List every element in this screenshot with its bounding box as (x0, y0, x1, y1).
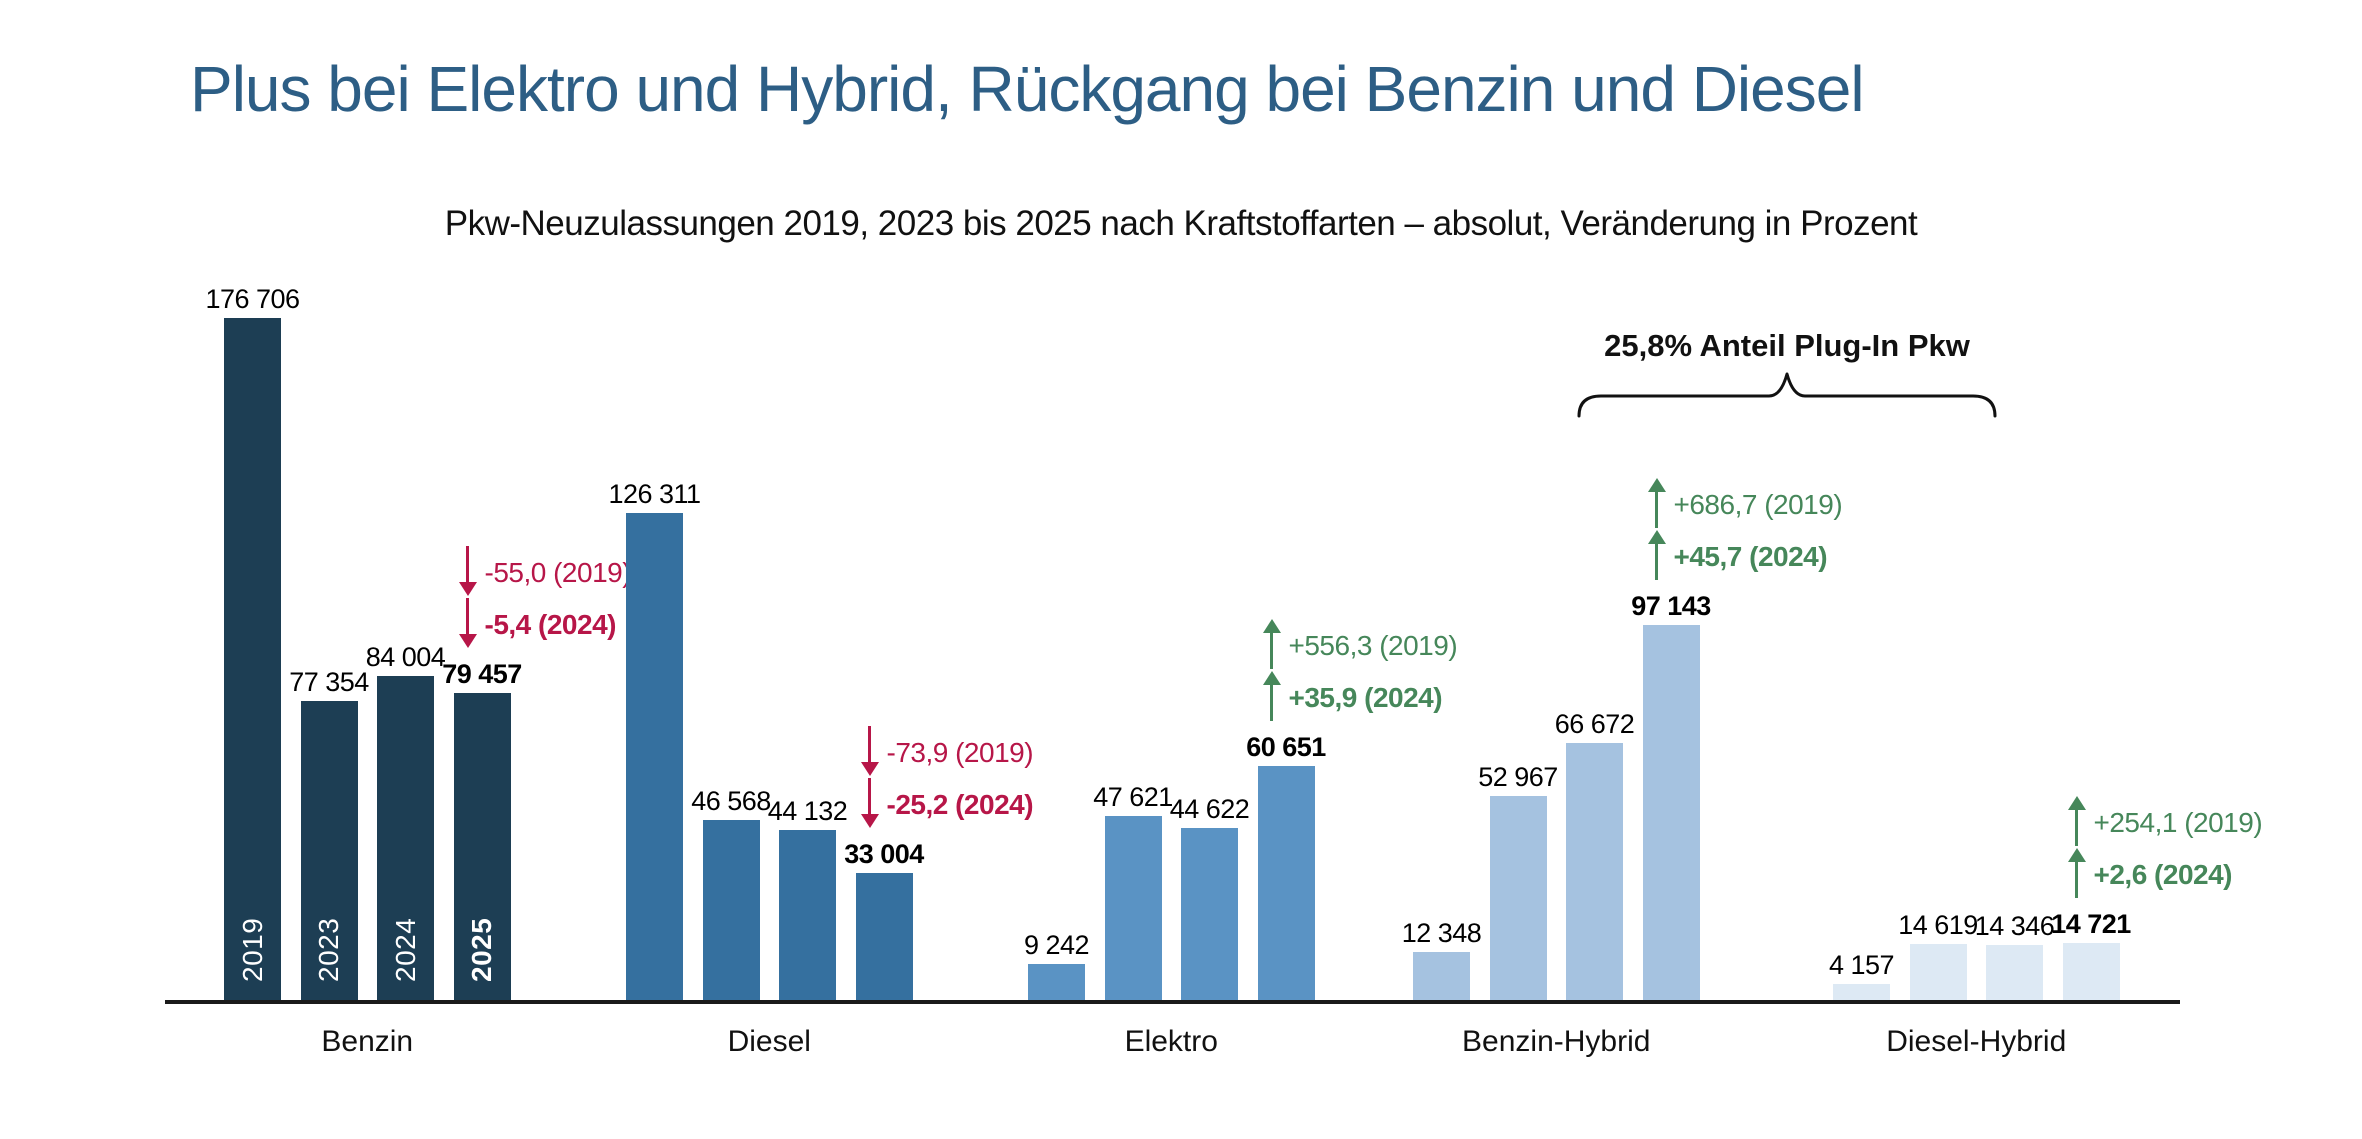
value-label-Benzin-2019: 176 706 (205, 284, 300, 314)
category-label-Benzin: Benzin (321, 1025, 414, 1058)
bar-Diesel-2024 (779, 830, 836, 1000)
arrow-shaft (867, 726, 871, 764)
bar-Diesel-Hybrid-2025 (2062, 943, 2120, 1000)
value-label-Diesel-Hybrid-2024: 14 346 (1974, 911, 2055, 941)
down-arrow-icon (458, 598, 477, 648)
value-label-Diesel-Hybrid-2025: 14 721 (2051, 909, 2131, 939)
bar-Elektro-2019 (1028, 964, 1085, 1000)
arrow-shaft (1654, 542, 1658, 580)
bar-Benzin-2024 (377, 676, 434, 1000)
value-label-Benzin-Hybrid-2023: 52 967 (1478, 762, 1558, 792)
change-label-Diesel: -73,9 (2019) (886, 737, 1034, 768)
change-label-Benzin-Hybrid: +45,7 (2024) (1673, 541, 1828, 572)
bar-Benzin-2023 (300, 701, 358, 1000)
up-arrow-icon (1647, 530, 1666, 580)
year-label-2025: 2025 (466, 917, 497, 982)
value-label-Elektro-2024: 44 622 (1169, 794, 1250, 824)
arrow-shaft (465, 546, 469, 584)
brace-icon (1577, 372, 1997, 418)
bar-Diesel-Hybrid-2024 (1986, 945, 2043, 1000)
arrow-head (1647, 478, 1666, 492)
change-label-Elektro: +556,3 (2019) (1288, 630, 1458, 661)
value-label-Diesel-2019: 126 311 (608, 479, 701, 509)
bar-Benzin-2019 (224, 318, 281, 1000)
arrow-shaft (1269, 631, 1273, 669)
bar-Diesel-2019 (626, 513, 683, 1000)
bar-Benzin-Hybrid-2019 (1413, 952, 1470, 1000)
arrow-shaft (867, 778, 871, 816)
change-label-Benzin: -5,4 (2024) (484, 609, 617, 640)
x-axis-line (165, 1000, 2180, 1004)
category-label-Elektro: Elektro (1124, 1025, 1218, 1058)
bar-Diesel-Hybrid-2023 (1909, 944, 1967, 1000)
category-label-Diesel-Hybrid: Diesel-Hybrid (1886, 1025, 2067, 1058)
value-label-Elektro-2025: 60 651 (1246, 732, 1326, 762)
up-arrow-icon (2067, 848, 2086, 898)
arrow-head (1262, 619, 1281, 633)
up-arrow-icon (1262, 619, 1281, 669)
bar-Diesel-Hybrid-2019 (1833, 984, 1890, 1000)
arrow-head (860, 762, 879, 776)
value-label-Benzin-Hybrid-2024: 66 672 (1554, 709, 1635, 739)
bar-Benzin-2025 (453, 693, 511, 1000)
bar-Diesel-2023 (702, 820, 760, 1000)
up-arrow-icon (2067, 796, 2086, 846)
down-arrow-icon (860, 726, 879, 776)
chart-subtitle: Pkw-Neuzulassungen 2019, 2023 bis 2025 n… (444, 204, 1918, 243)
value-label-Elektro-2019: 9 242 (1023, 930, 1090, 960)
change-label-Elektro: +35,9 (2024) (1288, 682, 1443, 713)
value-label-Diesel-2025: 33 004 (844, 839, 924, 869)
change-label-Diesel: -25,2 (2024) (886, 789, 1034, 820)
value-label-Benzin-2023: 77 354 (289, 667, 369, 697)
value-label-Diesel-2024: 44 132 (767, 796, 848, 826)
arrow-head (458, 634, 477, 648)
year-label-2024: 2024 (389, 917, 421, 982)
down-arrow-icon (860, 778, 879, 828)
value-label-Diesel-Hybrid-2023: 14 619 (1898, 910, 1978, 940)
change-label-Benzin-Hybrid: +686,7 (2019) (1673, 489, 1843, 520)
year-label-2023: 2023 (313, 917, 344, 982)
bar-Benzin-Hybrid-2023 (1489, 796, 1547, 1000)
year-label-2019: 2019 (236, 917, 268, 982)
value-label-Diesel-2023: 46 568 (691, 786, 771, 816)
change-label-Diesel-Hybrid: +2,6 (2024) (2093, 859, 2233, 890)
chart-title: Plus bei Elektro und Hybrid, Rückgang be… (190, 53, 1865, 125)
value-label-Diesel-Hybrid-2019: 4 157 (1828, 950, 1895, 980)
bar-Benzin-Hybrid-2024 (1566, 743, 1623, 1000)
value-label-Benzin-Hybrid-2025: 97 143 (1631, 591, 1711, 621)
up-arrow-icon (1262, 671, 1281, 721)
arrow-shaft (2074, 808, 2078, 846)
arrow-shaft (1269, 683, 1273, 721)
change-label-Benzin: -55,0 (2019) (484, 557, 632, 588)
category-label-Benzin-Hybrid: Benzin-Hybrid (1462, 1025, 1651, 1058)
arrow-head (458, 582, 477, 596)
bar-Elektro-2024 (1181, 828, 1238, 1000)
down-arrow-icon (458, 546, 477, 596)
up-arrow-icon (1647, 478, 1666, 528)
arrow-shaft (2074, 860, 2078, 898)
bar-Elektro-2025 (1257, 766, 1315, 1000)
value-label-Elektro-2023: 47 621 (1093, 782, 1173, 812)
arrow-shaft (1654, 490, 1658, 528)
bar-Elektro-2023 (1104, 816, 1162, 1000)
arrow-head (2067, 848, 2086, 862)
arrow-head (1647, 530, 1666, 544)
value-label-Benzin-2025: 79 457 (442, 659, 522, 689)
plug-in-share-label: 25,8% Anteil Plug-In Pkw (1604, 328, 1970, 363)
change-label-Diesel-Hybrid: +254,1 (2019) (2093, 807, 2263, 838)
bar-Diesel-2025 (855, 873, 913, 1000)
bar-Benzin-Hybrid-2025 (1642, 625, 1700, 1000)
arrow-shaft (465, 598, 469, 636)
value-label-Benzin-Hybrid-2019: 12 348 (1401, 918, 1482, 948)
arrow-head (2067, 796, 2086, 810)
value-label-Benzin-2024: 84 004 (365, 642, 446, 672)
arrow-head (1262, 671, 1281, 685)
arrow-head (860, 814, 879, 828)
category-label-Diesel: Diesel (727, 1025, 811, 1058)
